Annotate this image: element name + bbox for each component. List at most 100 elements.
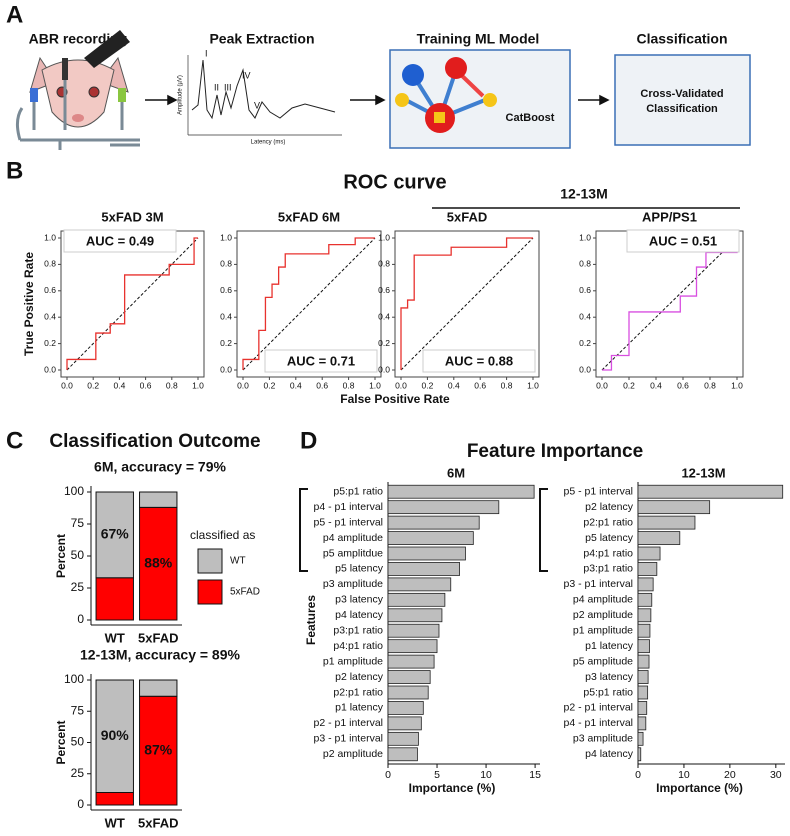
y-axis-label: Percent xyxy=(54,534,68,578)
y-tick-label: 0.4 xyxy=(220,311,232,321)
y-tick-label: p2 - p1 interval xyxy=(564,702,633,714)
y-tick-label: 100 xyxy=(64,484,84,498)
bar xyxy=(637,654,650,669)
x-tick-label: 0.2 xyxy=(421,380,433,390)
y-tick-label: 100 xyxy=(64,672,84,686)
annotation-box xyxy=(63,229,177,253)
legend-swatch xyxy=(197,548,223,574)
stage-title: Training ML Model xyxy=(417,31,540,47)
roc-line xyxy=(242,237,375,370)
x-tick-label: 5xFAD xyxy=(138,630,178,645)
bar xyxy=(387,515,480,530)
reference-line xyxy=(601,237,738,371)
y-tick-label: p5 latency xyxy=(335,563,384,575)
x-tick-label: 1.0 xyxy=(731,380,743,390)
x-tick-label: WT xyxy=(105,630,125,645)
y-tick-label: p5 - p1 interval xyxy=(564,486,633,498)
bar xyxy=(637,731,644,746)
y-tick-label: p2 latency xyxy=(335,671,384,683)
panel-label: A xyxy=(6,1,23,28)
peak-plot: Latency (ms) Amplitude (µV) I II III IV … xyxy=(178,48,342,146)
peak-label: V xyxy=(254,100,260,110)
bar xyxy=(387,608,443,623)
x-tick-label: 0 xyxy=(385,769,391,781)
x-tick-label: 1.0 xyxy=(369,380,381,390)
x-tick-label: 0.0 xyxy=(61,380,73,390)
roc-line xyxy=(602,238,738,371)
bar xyxy=(637,500,711,515)
result-text: Classification xyxy=(646,103,718,115)
x-tick-label: 0.4 xyxy=(448,380,460,390)
bar xyxy=(387,716,422,731)
x-tick-label: 0.0 xyxy=(596,380,608,390)
y-tick-label: p3 - p1 interval xyxy=(564,578,633,590)
x-tick-label: 0.6 xyxy=(677,380,689,390)
bar xyxy=(387,484,535,499)
bar xyxy=(637,562,658,576)
x-tick-label: 20 xyxy=(724,769,736,781)
y-tick-label: 0 xyxy=(77,797,84,811)
y-tick-label: p4 amplitude xyxy=(573,594,633,606)
y-tick-label: p2 amplitude xyxy=(573,609,633,621)
bar xyxy=(637,577,654,592)
x-axis-label: False Positive Rate xyxy=(340,392,450,406)
panel-label: D xyxy=(300,427,317,454)
y-tick-label: 0.8 xyxy=(579,259,591,269)
x-tick-label: 0.8 xyxy=(501,380,513,390)
x-tick-label: 0.8 xyxy=(343,380,355,390)
x-tick-label: 0.8 xyxy=(166,380,178,390)
chart-title: 6M, accuracy = 79% xyxy=(94,459,226,475)
value-label: 67% xyxy=(101,526,130,542)
y-tick-label: 0.2 xyxy=(378,338,390,348)
annotation: AUC = 0.71 xyxy=(287,353,355,368)
y-tick-label: p2 latency xyxy=(585,501,634,513)
y-tick-label: p5:p1 ratio xyxy=(583,686,633,698)
y-tick-label: 1.0 xyxy=(378,232,390,242)
value-label: 88% xyxy=(144,554,173,570)
peak-label: IV xyxy=(242,70,251,80)
bar xyxy=(387,747,418,762)
y-tick-label: p3 latency xyxy=(585,671,634,683)
panel-title: Classification Outcome xyxy=(49,431,260,452)
y-tick-label: p3:p1 ratio xyxy=(333,625,383,637)
y-tick-label: p3:p1 ratio xyxy=(583,563,633,575)
bar-segment xyxy=(95,491,134,579)
y-tick-label: 0.6 xyxy=(579,285,591,295)
plot-frame xyxy=(394,230,540,378)
y-tick-label: p2 amplitude xyxy=(323,748,383,760)
x-tick-label: 0.0 xyxy=(395,380,407,390)
y-tick-label: 1.0 xyxy=(579,232,591,242)
legend-label: 5xFAD xyxy=(230,587,260,598)
bar xyxy=(387,701,424,715)
bar xyxy=(387,654,435,669)
x-tick-label: 0.2 xyxy=(263,380,275,390)
y-tick-label: p4 amplitude xyxy=(323,532,383,544)
y-tick-label: 25 xyxy=(71,580,85,594)
bar xyxy=(387,531,474,545)
y-tick-label: 0.8 xyxy=(44,259,56,269)
bar xyxy=(387,592,446,607)
y-tick-label: p4 latency xyxy=(585,748,634,760)
x-tick-label: 0.4 xyxy=(113,380,125,390)
x-tick-label: 0.6 xyxy=(474,380,486,390)
y-tick-label: 0.6 xyxy=(44,285,56,295)
bar xyxy=(637,484,784,499)
y-tick-label: p5 amplitude xyxy=(573,655,633,667)
chart-title: 12-13M xyxy=(681,465,725,480)
bar-segment xyxy=(95,679,134,793)
x-tick-label: 10 xyxy=(678,769,690,781)
bar xyxy=(387,670,431,684)
value-label: 87% xyxy=(144,741,173,757)
annotation-box xyxy=(626,229,740,253)
y-tick-label: p4:p1 ratio xyxy=(583,547,633,559)
y-tick-label: p4 - p1 interval xyxy=(314,501,383,513)
value-label: 90% xyxy=(101,727,130,743)
stage-title: ABR recording xyxy=(29,31,128,47)
panel-label: C xyxy=(6,427,23,454)
x-tick-label: 0.4 xyxy=(290,380,302,390)
y-tick-label: 0.2 xyxy=(44,338,56,348)
y-tick-label: p5 amplitdue xyxy=(323,547,383,559)
y-tick-label: 0.6 xyxy=(378,285,390,295)
bar xyxy=(387,623,440,638)
model-box: CatBoost xyxy=(389,49,571,149)
